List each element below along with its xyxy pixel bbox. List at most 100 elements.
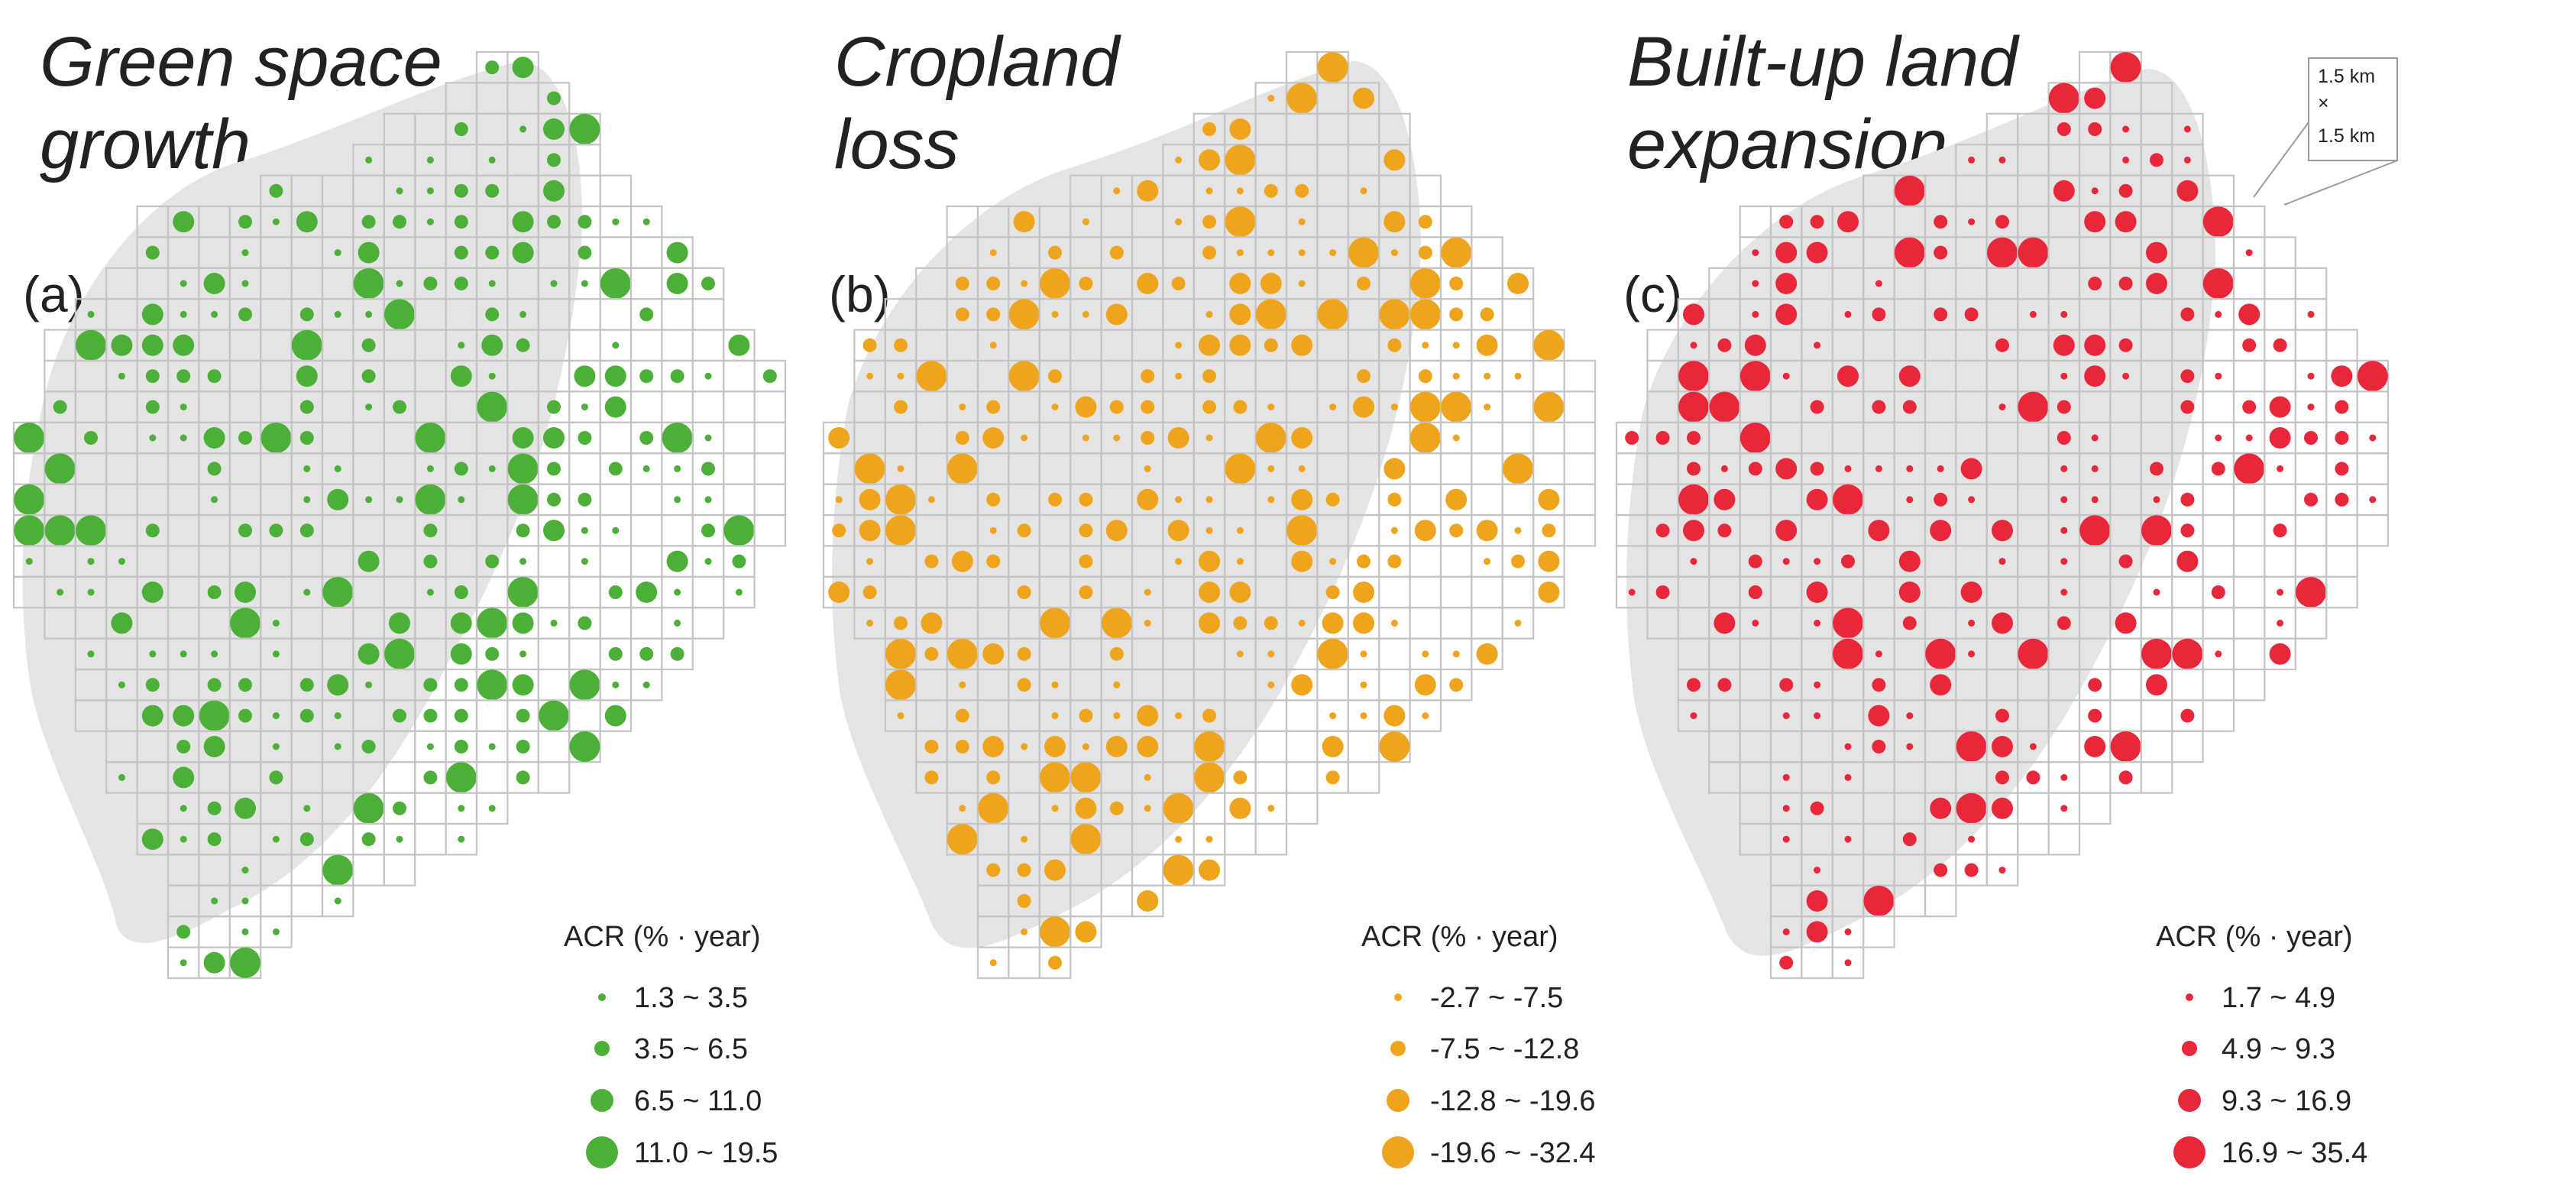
acr-symbol (118, 558, 125, 565)
acr-symbol (1739, 361, 1771, 392)
grid-cell (2109, 668, 2142, 702)
acr-symbol (862, 338, 877, 352)
acr-symbol (1070, 824, 1102, 855)
acr-symbol (1044, 859, 1066, 881)
acr-symbol (1079, 523, 1093, 538)
acr-symbol (2215, 372, 2222, 380)
acr-symbol (1687, 431, 1701, 445)
acr-symbol (1476, 643, 1498, 665)
acr-symbol (1906, 743, 1914, 750)
acr-symbol (704, 372, 712, 380)
acr-symbol (1934, 863, 1948, 877)
acr-symbol (1752, 310, 1759, 318)
panel-a-title-line1: Green space (40, 23, 442, 101)
acr-symbol (2122, 372, 2130, 380)
grid-cell (1439, 607, 1473, 640)
acr-symbol (1655, 585, 1670, 599)
acr-symbol (1868, 520, 1890, 542)
scale-callout-box (2308, 57, 2398, 161)
scale-callout-line2: × (2318, 92, 2329, 114)
acr-symbol (897, 712, 905, 720)
panel-a-legend-symbol-1 (598, 993, 606, 1001)
acr-symbol (1690, 342, 1697, 349)
acr-symbol (211, 496, 218, 504)
acr-symbol (989, 527, 997, 534)
acr-symbol (303, 465, 311, 472)
acr-symbol (1202, 122, 1216, 136)
acr-symbol (1409, 391, 1441, 423)
acr-symbol (1109, 646, 1124, 661)
acr-symbol (2304, 492, 2318, 507)
acr-symbol (2057, 431, 2071, 445)
panel-a: Green space growth (a) ACR (% · year) 1.… (12, 23, 787, 1169)
grid-cell (1285, 792, 1319, 825)
acr-symbol (1655, 431, 1670, 445)
grid-cell (1254, 822, 1288, 856)
acr-symbol (1051, 712, 1059, 720)
acr-symbol (516, 338, 530, 352)
acr-symbol (1476, 520, 1498, 542)
acr-symbol (1902, 832, 1917, 847)
grid-cell (661, 637, 694, 671)
acr-symbol (1806, 890, 1828, 912)
grid-cell (1347, 730, 1380, 763)
acr-symbol (2172, 638, 2203, 669)
grid-cell (1532, 452, 1565, 485)
acr-symbol (2211, 462, 2225, 476)
acr-symbol (361, 215, 376, 229)
acr-symbol (2088, 678, 2102, 692)
acr-symbol (704, 496, 712, 504)
acr-symbol (1255, 423, 1286, 453)
acr-symbol (1533, 391, 1565, 423)
acr-symbol (1717, 338, 1732, 352)
acr-symbol (1163, 854, 1194, 886)
acr-symbol (2088, 277, 2102, 290)
acr-symbol (365, 681, 373, 689)
grid-cell (352, 854, 385, 886)
acr-symbol (1514, 372, 1522, 380)
acr-symbol (303, 805, 311, 812)
grid-cell (383, 761, 416, 794)
acr-symbol (176, 740, 191, 753)
acr-symbol (1968, 218, 1976, 225)
acr-symbol (1484, 558, 1491, 565)
acr-symbol (1956, 731, 1987, 762)
acr-symbol (2242, 400, 2257, 414)
acr-symbol (353, 268, 384, 299)
acr-symbol (1082, 310, 1089, 318)
acr-symbol (547, 492, 561, 507)
acr-symbol (955, 431, 969, 445)
acr-symbol (1079, 492, 1093, 507)
acr-symbol (1021, 743, 1028, 750)
grid-cell (2202, 668, 2235, 702)
grid-cell (1563, 359, 1597, 393)
acr-symbol (1175, 712, 1183, 720)
acr-symbol (454, 678, 468, 692)
acr-symbol (1329, 249, 1337, 257)
acr-symbol (303, 496, 311, 504)
acr-symbol (2118, 277, 2133, 290)
grid-cell (1471, 637, 1503, 671)
acr-symbol (1452, 434, 1460, 442)
grid-cell (537, 637, 571, 671)
acr-symbol (2150, 153, 2163, 167)
panel-a-legend-symbol-3 (591, 1089, 613, 1112)
acr-symbol (1775, 520, 1798, 542)
acr-symbol (1782, 558, 1790, 565)
acr-symbol (2141, 515, 2172, 546)
acr-symbol (1353, 396, 1374, 418)
acr-symbol (238, 215, 252, 229)
acr-symbol (87, 310, 95, 318)
grid-cell (1439, 545, 1473, 578)
acr-symbol (1992, 612, 2013, 634)
acr-symbol (423, 770, 438, 785)
acr-symbol (1844, 310, 1852, 318)
panel-a-legend: ACR (% · year) 1.3 ~ 3.5 3.5 ~ 6.5 6.5 ~… (564, 921, 778, 1169)
grid-cell (2232, 607, 2266, 640)
acr-symbol (1687, 462, 1701, 476)
acr-symbol (2183, 125, 2191, 133)
acr-symbol (1810, 215, 1824, 229)
grid-cell (1532, 575, 1565, 609)
grid-cell (1254, 761, 1288, 794)
acr-symbol (2238, 303, 2260, 326)
